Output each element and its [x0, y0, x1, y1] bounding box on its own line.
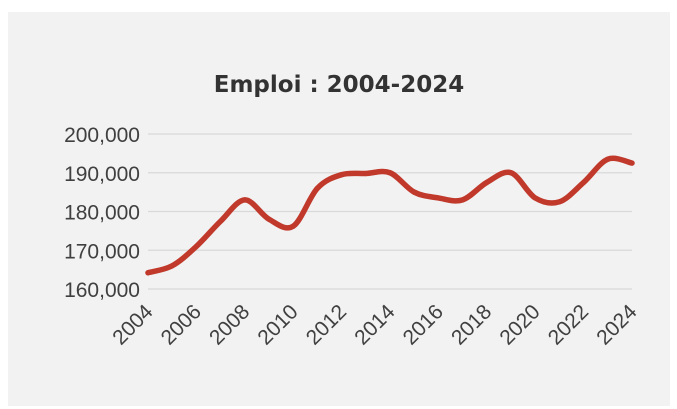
data-point	[605, 156, 611, 162]
x-tick-label: 2008	[205, 300, 254, 349]
line-chart: 160,000 170,000 180,000 190,000 200,000 2004…	[64, 124, 642, 350]
y-tick-label: 200,000	[64, 124, 140, 147]
data-point	[145, 270, 151, 276]
data-point	[581, 179, 587, 186]
data-point	[460, 197, 466, 203]
data-point	[339, 172, 345, 178]
y-tick-label: 160,000	[64, 279, 140, 302]
x-tick-label: 2010	[253, 300, 302, 349]
x-tick-label: 2024	[592, 300, 642, 350]
data-point	[484, 179, 490, 186]
data-point	[169, 263, 175, 269]
data-point	[218, 218, 224, 224]
x-tick-label: 2014	[350, 300, 400, 350]
data-point	[629, 160, 635, 166]
data-point	[363, 170, 369, 177]
data-point	[314, 185, 320, 191]
y-tick-label: 170,000	[64, 240, 140, 263]
series-line	[145, 155, 635, 276]
x-tick-label: 2006	[157, 300, 206, 349]
data-point	[508, 170, 514, 176]
data-point	[435, 195, 441, 201]
data-point	[193, 243, 199, 249]
x-tick-label: 2018	[447, 300, 496, 349]
x-tick-label: 2012	[302, 300, 351, 349]
chart-panel: 160,000 170,000 180,000 190,000 200,000 2004…	[8, 12, 670, 406]
data-point	[266, 216, 272, 222]
x-tick-label: 2020	[495, 300, 544, 349]
chart-title: Emploi : 2004-2024	[213, 72, 465, 98]
data-point	[290, 223, 296, 229]
x-tick-label: 2016	[399, 300, 448, 349]
series-layer	[145, 155, 635, 276]
y-tick-label: 180,000	[64, 202, 140, 225]
x-tick-label: 2004	[108, 300, 158, 350]
y-axis-ticks: 160,000 170,000 180,000 190,000 200,000	[64, 124, 140, 302]
gridlines	[148, 133, 632, 290]
data-point	[242, 197, 248, 203]
x-tick-label: 2022	[544, 300, 593, 349]
x-axis-ticks: 2004 2006 2008 2010 2012 2014 2016 2018 2020 2022…	[108, 300, 642, 350]
y-tick-label: 190,000	[64, 163, 140, 186]
data-point	[556, 199, 563, 205]
data-point	[387, 170, 393, 176]
data-point	[411, 189, 417, 195]
data-point	[532, 195, 538, 201]
